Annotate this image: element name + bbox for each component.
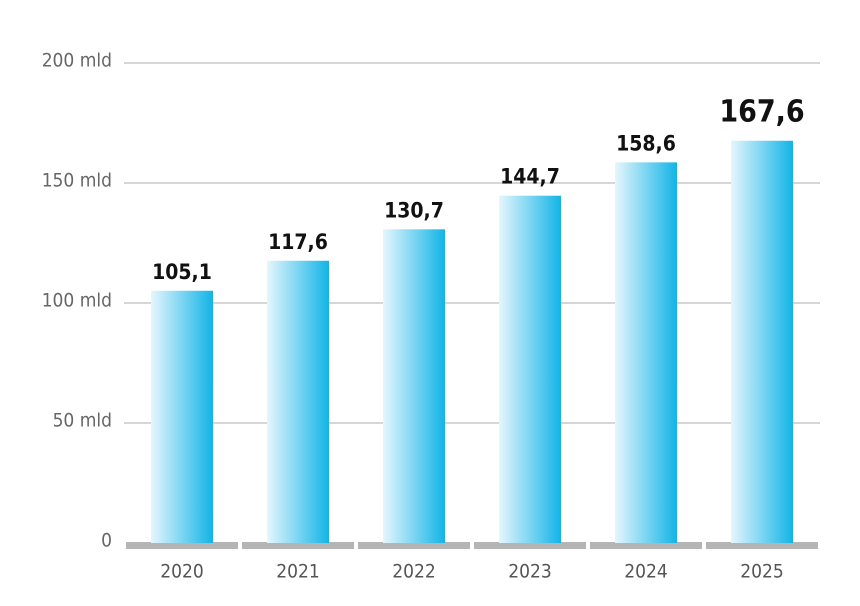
x-axis-segment <box>706 542 818 549</box>
y-tick-label: 50 mld <box>53 410 112 432</box>
value-label: 105,1 <box>152 260 212 284</box>
value-label: 117,6 <box>268 230 328 254</box>
bar <box>267 260 329 543</box>
value-label: 167,6 <box>719 94 804 129</box>
bar <box>499 195 561 543</box>
x-tick-label: 2024 <box>624 561 668 583</box>
y-tick-label: 200 mld <box>42 50 112 72</box>
x-tick-label: 2020 <box>160 561 204 583</box>
x-tick-label: 2021 <box>276 561 320 583</box>
bar <box>151 290 213 543</box>
x-tick-label: 2023 <box>508 561 552 583</box>
x-axis-segment <box>590 542 702 549</box>
x-axis-segment <box>242 542 354 549</box>
y-tick-label: 150 mld <box>42 170 112 192</box>
bar <box>731 140 793 543</box>
value-label: 144,7 <box>500 165 560 189</box>
value-label: 158,6 <box>616 131 676 155</box>
bar <box>615 162 677 544</box>
x-axis-segment <box>126 542 238 549</box>
bar <box>383 229 445 543</box>
y-tick-label: 0 <box>101 530 112 552</box>
value-label: 130,7 <box>384 198 444 222</box>
x-tick-label: 2022 <box>392 561 436 583</box>
x-axis-segment <box>474 542 586 549</box>
y-tick-label: 100 mld <box>42 290 112 312</box>
x-axis-segment <box>358 542 470 549</box>
x-tick-label: 2025 <box>740 561 784 583</box>
